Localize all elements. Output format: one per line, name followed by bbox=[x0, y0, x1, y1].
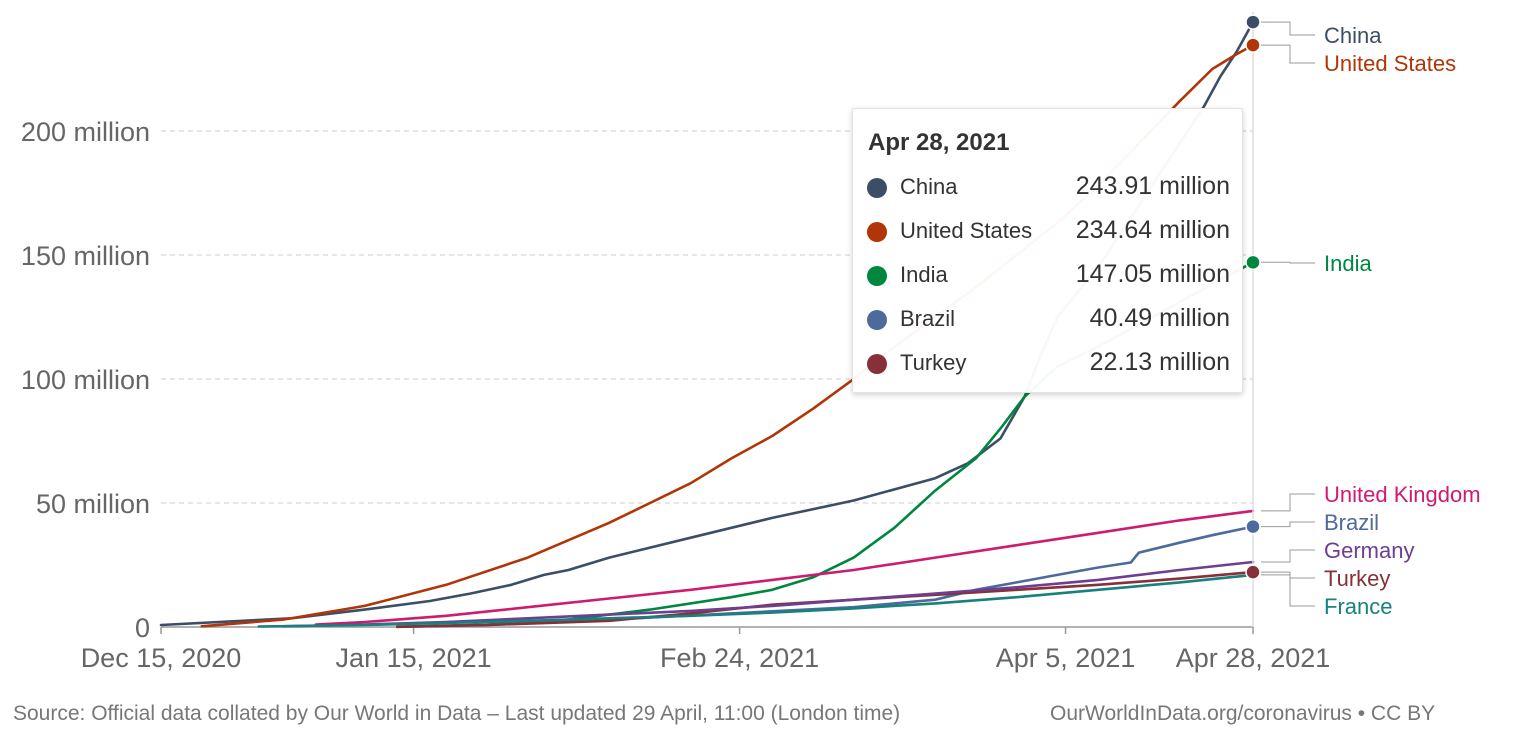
end-dot-turkey bbox=[1245, 564, 1261, 580]
end-label-connector bbox=[1261, 574, 1315, 607]
tooltip-value: 243.91 million bbox=[1075, 172, 1230, 200]
tooltip-value: 22.13 million bbox=[1089, 348, 1230, 376]
x-tick-label: Jan 15, 2021 bbox=[336, 643, 492, 673]
tooltip-name: China bbox=[900, 174, 958, 199]
tooltip-dot bbox=[867, 222, 887, 242]
tooltip-dot bbox=[867, 310, 887, 330]
x-tick-label: Feb 24, 2021 bbox=[660, 643, 819, 673]
y-tick-label: 100 million bbox=[21, 365, 150, 395]
tooltip-name: Turkey bbox=[900, 350, 967, 375]
end-label-connector bbox=[1261, 521, 1315, 528]
source-note: Source: Official data collated by Our Wo… bbox=[13, 702, 901, 725]
tooltip-dot bbox=[867, 178, 887, 198]
y-tick-label: 0 bbox=[135, 613, 150, 643]
tooltip-value: 234.64 million bbox=[1075, 216, 1230, 244]
end-dot-united-states bbox=[1245, 37, 1261, 53]
tooltip-name: India bbox=[900, 262, 948, 287]
end-label-france: France bbox=[1324, 594, 1392, 619]
end-label-connector bbox=[1261, 549, 1315, 563]
end-label-connector bbox=[1261, 44, 1315, 64]
end-label-united-kingdom: United Kingdom bbox=[1324, 482, 1481, 507]
end-label-china: China bbox=[1324, 23, 1382, 48]
series-line-france bbox=[257, 573, 1255, 628]
end-label-connector bbox=[1261, 21, 1315, 36]
x-tick-label: Apr 5, 2021 bbox=[996, 643, 1136, 673]
end-label-turkey: Turkey bbox=[1324, 566, 1390, 591]
tooltip-row-china: China 243.91 million bbox=[867, 172, 1230, 202]
tooltip-row-india: India 147.05 million bbox=[867, 260, 1230, 290]
end-dot-brazil bbox=[1245, 518, 1261, 535]
end-dot-india bbox=[1245, 254, 1261, 271]
end-label-connector bbox=[1261, 493, 1315, 512]
license-link[interactable]: OurWorldInData.org/coronavirus • CC BY bbox=[1050, 702, 1436, 725]
end-label-brazil: Brazil bbox=[1324, 510, 1379, 535]
tooltip-row-united-states: United States 234.64 million bbox=[867, 216, 1230, 246]
end-label-united-states: United States bbox=[1324, 51, 1456, 76]
tooltip-name: United States bbox=[900, 218, 1033, 243]
tooltip-value: 147.05 million bbox=[1075, 260, 1230, 288]
x-axis: Dec 15, 2020 Jan 15, 2021 Feb 24, 2021 Apr … bbox=[81, 626, 1331, 673]
tooltip: Apr 28, 2021 China 243.91 million United… bbox=[852, 108, 1243, 393]
x-tick-label: Dec 15, 2020 bbox=[81, 643, 242, 673]
tooltip-row-turkey: Turkey 22.13 million bbox=[867, 348, 1230, 378]
tooltip-value: 40.49 million bbox=[1089, 304, 1230, 332]
gridlines: 0 50 million 100 million 150 million 200 mil… bbox=[21, 117, 1253, 643]
x-tick-label: Apr 28, 2021 bbox=[1176, 643, 1331, 673]
tooltip-name: Brazil bbox=[900, 306, 956, 331]
tooltip-dot bbox=[867, 354, 887, 374]
y-tick-label: 50 million bbox=[36, 489, 150, 519]
end-label-connector bbox=[1261, 261, 1315, 264]
y-tick-label: 200 million bbox=[21, 117, 150, 147]
line-chart: 0 50 million 100 million 150 million 200 mil… bbox=[21, 12, 1481, 673]
tooltip-date: Apr 28, 2021 bbox=[868, 129, 1010, 156]
tooltip-dot bbox=[867, 266, 887, 286]
series-line-united-kingdom bbox=[314, 509, 1255, 626]
end-label-germany: Germany bbox=[1324, 538, 1414, 563]
end-dot-china bbox=[1245, 14, 1261, 30]
y-tick-label: 150 million bbox=[21, 241, 150, 271]
tooltip-row-brazil: Brazil 40.49 million bbox=[867, 304, 1230, 334]
end-labels: China United States India United Kingdom Bra… bbox=[1245, 14, 1481, 619]
end-label-india: India bbox=[1324, 251, 1372, 276]
